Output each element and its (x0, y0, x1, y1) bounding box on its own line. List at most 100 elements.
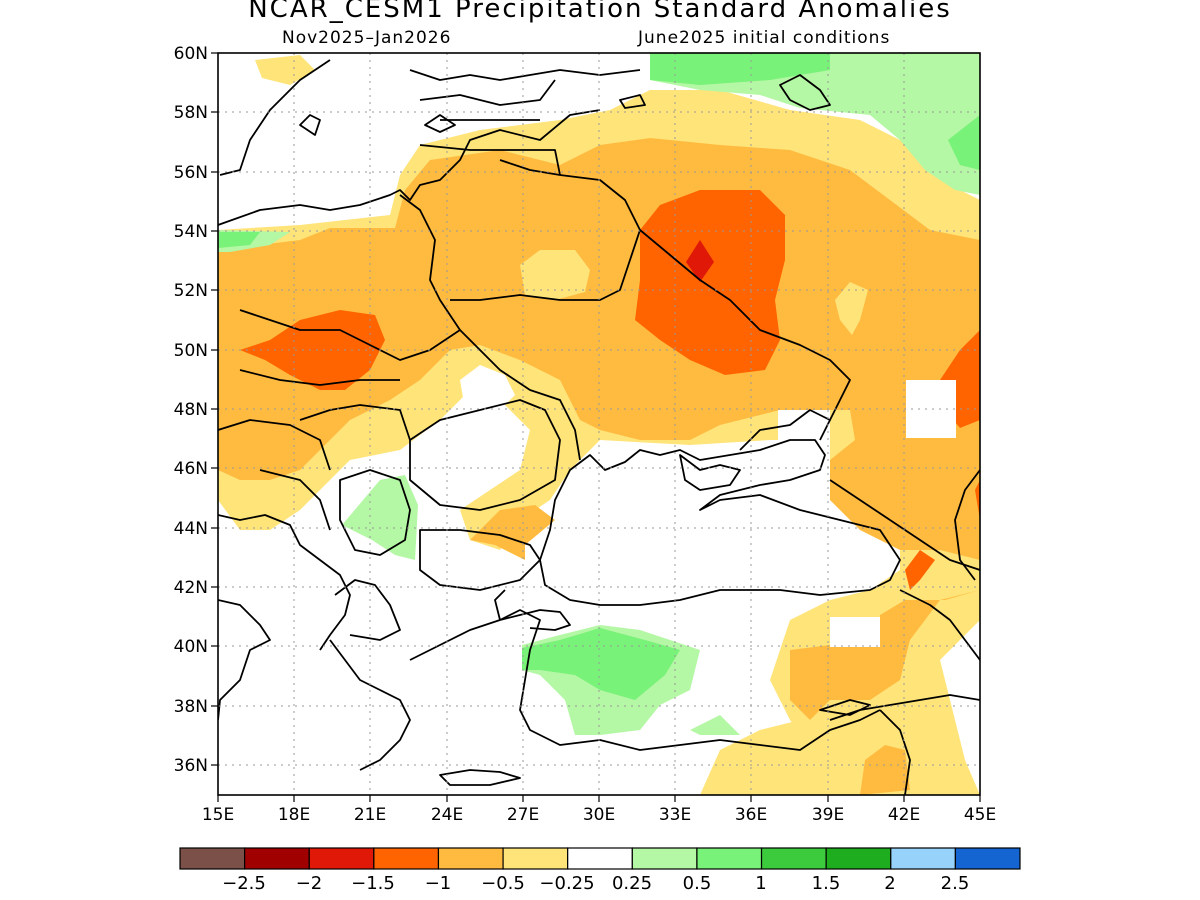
lat-tick-label: 54N (174, 222, 208, 242)
border-hungary (299, 404, 411, 441)
coastline-baltic-north (219, 59, 331, 176)
island-gotland (299, 114, 321, 136)
colorbar-label: −0.25 (539, 873, 594, 894)
border-caucasus (829, 479, 980, 571)
border-syria (829, 694, 980, 721)
colorbar-cells (179, 847, 1021, 870)
map-title: NCAR_CESM1 Precipitation Standard Anomal… (248, 0, 952, 24)
colorbar-cell (244, 847, 310, 870)
coastline-caspian (954, 469, 980, 581)
colorbar-cell (567, 847, 633, 870)
no-anomaly-region-moldova (460, 365, 515, 410)
border-serbia (339, 469, 411, 556)
colorbar-label: 1.5 (812, 873, 841, 894)
lake-onega-shore (619, 94, 646, 109)
colorbar-cell (760, 847, 827, 870)
lat-tick-label: 48N (174, 400, 208, 420)
colorbar-cell (308, 847, 375, 870)
colorbar-cell (890, 847, 956, 870)
initial-conditions-subtitle: June2025 initial conditions (638, 28, 891, 48)
colorbar-label: 2 (884, 873, 895, 894)
anomaly-region-green-north (650, 53, 830, 85)
border-austria (218, 419, 331, 471)
colorbar-cell (373, 847, 440, 870)
coastline-adriatic (218, 514, 351, 651)
colorbar-cell (954, 847, 1021, 870)
anomaly-shading (218, 53, 980, 795)
lat-tick-label: 56N (174, 163, 208, 183)
colorbar-label: 1 (755, 873, 766, 894)
colorbar-label: 0.5 (683, 873, 712, 894)
colorbar-label: 2.5 (941, 873, 970, 894)
coastline-black-sea (539, 439, 901, 606)
lat-tick-label: 50N (174, 341, 208, 361)
anomaly-region-orange (218, 138, 980, 720)
colorbar-label: −2 (296, 873, 323, 894)
coastline-gulf-of-finland (409, 69, 641, 81)
island-crete (439, 769, 521, 786)
border-czech-slovakia (239, 369, 400, 386)
anomaly-region-green-west (218, 232, 260, 248)
coastline-marmara (499, 609, 571, 631)
anomaly-region-red (686, 240, 714, 282)
colorbar-label: −0.5 (481, 873, 525, 894)
lon-tick-label: 36E (735, 805, 767, 825)
anomaly-region-light-green-north (650, 53, 980, 195)
anomaly-region-light-orange-pocket (520, 250, 590, 300)
border-albania (334, 579, 401, 641)
lon-tick-label: 39E (812, 805, 844, 825)
lat-tick-label: 60N (174, 44, 208, 64)
anomaly-region-light-orange-pocket-east (835, 282, 868, 335)
lon-tick-label: 30E (583, 805, 615, 825)
colorbar-label: −1.5 (351, 873, 395, 894)
border-ukraine-russia (639, 229, 851, 421)
lat-tick-label: 44N (174, 519, 208, 539)
lat-tick-label: 40N (174, 637, 208, 657)
coastline-crimea (679, 454, 741, 491)
anomaly-region-dark-orange-center (635, 190, 785, 375)
lat-tick-label: 38N (174, 697, 208, 717)
lake-ladoga (779, 74, 831, 111)
forecast-period-subtitle: Nov2025–Jan2026 (282, 28, 452, 48)
anomaly-region-light-green-balkan (342, 475, 418, 560)
coastlines-and-borders (218, 59, 980, 795)
coastline-aegean-turkey (499, 609, 881, 751)
anomaly-region-green-east (948, 115, 980, 170)
no-anomaly-box-anatolia (830, 617, 880, 647)
colorbar-cell (179, 847, 246, 870)
colorbar-label: −2.5 (222, 873, 266, 894)
border-ukraine-south (459, 329, 581, 461)
colorbar-cell (631, 847, 698, 870)
border-croatia (259, 469, 331, 531)
colorbar-labels: −2.5 −2 −1.5 −1 −0.5 −0.25 0.25 0.5 1 1.… (222, 873, 969, 894)
lat-tick-label: 58N (174, 103, 208, 123)
lon-tick-label: 18E (278, 805, 310, 825)
no-anomaly-box-east (906, 380, 956, 438)
anomaly-region-dark-orange-se (975, 480, 980, 520)
anomaly-region-light-orange-nw (255, 55, 315, 85)
border-bulgaria (419, 529, 541, 591)
border-baltics (419, 119, 561, 176)
coastline-azov (739, 409, 831, 451)
anomaly-region-orange-blob (470, 505, 555, 560)
border-turkey-east (899, 589, 980, 661)
island-saaremaa (424, 114, 456, 133)
lon-tick-label: 15E (202, 805, 234, 825)
lat-tick-label: 52N (174, 281, 208, 301)
tick-marks (211, 52, 981, 802)
colorbar-cell (502, 847, 569, 870)
coastline-baltic-south (218, 109, 601, 226)
lat-tick-label: 42N (174, 578, 208, 598)
colorbar-label: −1 (425, 873, 452, 894)
lon-tick-label: 21E (354, 805, 386, 825)
gridlines (218, 53, 980, 795)
anomaly-region-light-orange-south (700, 720, 840, 795)
colorbar-cell (696, 847, 763, 870)
colorbar: −2.5 −2 −1.5 −1 −0.5 −0.25 0.25 0.5 1 1.… (179, 847, 1021, 894)
lon-tick-label: 27E (507, 805, 539, 825)
colorbar-cell (825, 847, 892, 870)
border-turkey-greece (494, 589, 506, 621)
anomaly-region-light-green-small (690, 715, 740, 735)
colorbar-cell (437, 847, 504, 870)
